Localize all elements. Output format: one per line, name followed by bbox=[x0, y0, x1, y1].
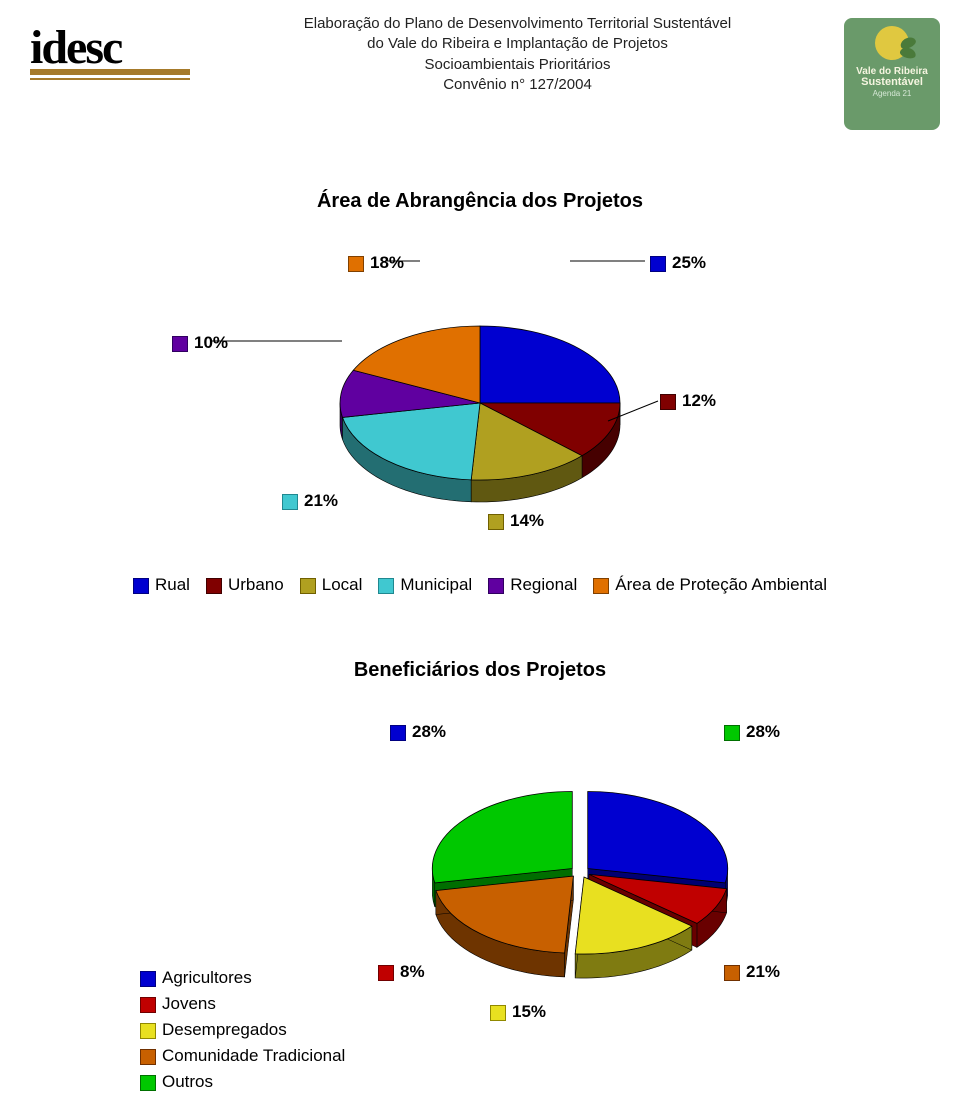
pie-pct-text: 28% bbox=[746, 722, 780, 741]
logo-right-line2: Sustentável bbox=[844, 76, 940, 88]
pie-pct-text: 10% bbox=[194, 333, 228, 352]
legend-item: Municipal bbox=[378, 575, 472, 595]
swatch-icon bbox=[660, 394, 676, 410]
legend-label: Municipal bbox=[400, 575, 472, 594]
chart2-block: Beneficiários dos Projetos 28%8%15%21%28… bbox=[120, 659, 840, 1062]
header-title-block: Elaboração do Plano de Desenvolvimento T… bbox=[205, 14, 830, 95]
page-header: idesc Elaboração do Plano de Desenvolvim… bbox=[0, 0, 960, 150]
pie-pct-text: 12% bbox=[682, 391, 716, 410]
legend-label: Desempregados bbox=[162, 1020, 287, 1039]
legend-label: Jovens bbox=[162, 994, 216, 1013]
swatch-icon bbox=[378, 578, 394, 594]
swatch-icon bbox=[488, 578, 504, 594]
pie-pct-label: 21% bbox=[724, 962, 780, 982]
pie-pct-label: 10% bbox=[172, 333, 228, 353]
pie-pct-text: 21% bbox=[304, 491, 338, 510]
legend-label: Área de Proteção Ambiental bbox=[615, 575, 827, 594]
pie-pct-text: 28% bbox=[412, 722, 446, 741]
pie-pct-label: 12% bbox=[660, 391, 716, 411]
pie-pct-label: 25% bbox=[650, 253, 706, 273]
pie-pct-label: 14% bbox=[488, 511, 544, 531]
legend-label: Agricultores bbox=[162, 968, 252, 987]
pie-pct-text: 14% bbox=[510, 511, 544, 530]
chart1-title: Área de Abrangência dos Projetos bbox=[120, 190, 840, 213]
swatch-icon bbox=[206, 578, 222, 594]
pie-pct-text: 15% bbox=[512, 1002, 546, 1021]
header-line-4: Convênio n° 127/2004 bbox=[205, 75, 830, 95]
swatch-icon bbox=[490, 1005, 506, 1021]
legend-item: Agricultores bbox=[140, 968, 345, 988]
pie-pct-label: 8% bbox=[378, 962, 425, 982]
legend-label: Urbano bbox=[228, 575, 284, 594]
legend-label: Rual bbox=[155, 575, 190, 594]
chart1-block: Área de Abrangência dos Projetos 25% 12% 1… bbox=[120, 190, 840, 599]
chart2-title: Beneficiários dos Projetos bbox=[120, 659, 840, 682]
header-line-3: Socioambientais Prioritários bbox=[205, 55, 830, 75]
swatch-icon bbox=[140, 971, 156, 987]
swatch-icon bbox=[300, 578, 316, 594]
swatch-icon bbox=[390, 725, 406, 741]
pie-pct-label: 15% bbox=[490, 1002, 546, 1022]
swatch-icon bbox=[724, 965, 740, 981]
legend-item: Local bbox=[300, 575, 363, 595]
legend-item: Outros bbox=[140, 1072, 345, 1092]
chart1-pie-svg bbox=[120, 253, 840, 553]
page: idesc Elaboração do Plano de Desenvolvim… bbox=[0, 0, 960, 1102]
legend-item: Jovens bbox=[140, 994, 345, 1014]
swatch-icon bbox=[593, 578, 609, 594]
pie-pct-label: 28% bbox=[390, 722, 446, 742]
legend-item: Urbano bbox=[206, 575, 284, 595]
header-line-1: Elaboração do Plano de Desenvolvimento T… bbox=[205, 14, 830, 34]
swatch-icon bbox=[133, 578, 149, 594]
pie-pct-text: 25% bbox=[672, 253, 706, 272]
logo-right-line3: Agenda 21 bbox=[844, 89, 940, 98]
pie-pct-label: 28% bbox=[724, 722, 780, 742]
swatch-icon bbox=[724, 725, 740, 741]
legend-item: Área de Proteção Ambiental bbox=[593, 575, 827, 595]
swatch-icon bbox=[140, 1075, 156, 1091]
pie-pct-text: 21% bbox=[746, 962, 780, 981]
logo-left: idesc bbox=[30, 20, 200, 80]
swatch-icon bbox=[488, 514, 504, 530]
logo-right: Vale do Ribeira Sustentável Agenda 21 bbox=[844, 18, 940, 130]
chart2-legend: Agricultores Jovens Desempregados Comunidad… bbox=[140, 962, 345, 1098]
header-line-2: do Vale do Ribeira e Implantação de Proj… bbox=[205, 34, 830, 54]
pie-pct-text: 8% bbox=[400, 962, 425, 981]
swatch-icon bbox=[348, 256, 364, 272]
chart2-pie-wrap: 28% 8% 15% 21% 28% Agricultores Jovens Desempr… bbox=[120, 722, 840, 1062]
swatch-icon bbox=[140, 997, 156, 1013]
swatch-icon bbox=[140, 1049, 156, 1065]
legend-item: Rual bbox=[133, 575, 190, 595]
swatch-icon bbox=[378, 965, 394, 981]
legend-label: Local bbox=[322, 575, 363, 594]
pie-pct-label: 18% bbox=[348, 253, 404, 273]
legend-label: Regional bbox=[510, 575, 577, 594]
swatch-icon bbox=[282, 494, 298, 510]
legend-item: Comunidade Tradicional bbox=[140, 1046, 345, 1066]
pie-pct-label: 21% bbox=[282, 491, 338, 511]
legend-item: Desempregados bbox=[140, 1020, 345, 1040]
legend-item: Regional bbox=[488, 575, 577, 595]
swatch-icon bbox=[140, 1023, 156, 1039]
chart1-legend: Rual Urbano Local Municipal Regional Área de … bbox=[120, 571, 840, 599]
leaves-icon bbox=[900, 38, 928, 66]
legend-label: Outros bbox=[162, 1072, 213, 1091]
pie-pct-text: 18% bbox=[370, 253, 404, 272]
logo-left-underline-thin bbox=[30, 78, 190, 80]
legend-label: Comunidade Tradicional bbox=[162, 1046, 345, 1065]
chart1-pie-wrap: 25% 12% 14% 21% 10% 18% bbox=[120, 253, 840, 553]
logo-left-text: idesc bbox=[30, 20, 200, 75]
swatch-icon bbox=[172, 336, 188, 352]
swatch-icon bbox=[650, 256, 666, 272]
